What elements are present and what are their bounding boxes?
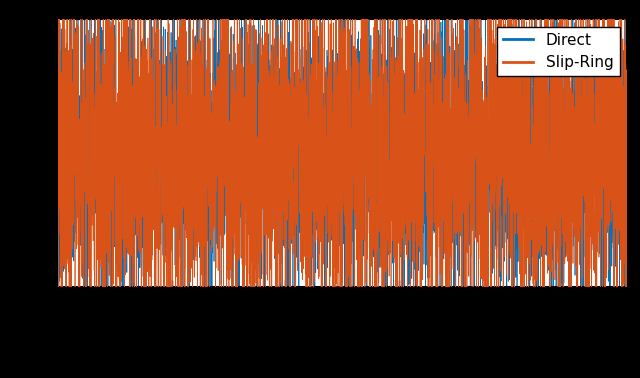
Line: Direct: Direct: [58, 0, 627, 370]
Slip-Ring: [623, 269, 631, 273]
Direct: [271, 1, 279, 6]
Slip-Ring: [522, 206, 530, 211]
Line: Slip-Ring: Slip-Ring: [58, 0, 627, 378]
Slip-Ring: [424, 119, 432, 124]
Direct: [396, 279, 403, 284]
Direct: [84, 368, 92, 373]
Slip-Ring: [396, 190, 403, 195]
Direct: [157, 6, 165, 10]
Slip-Ring: [271, 83, 279, 88]
Direct: [623, 208, 631, 212]
Legend: Direct, Slip-Ring: Direct, Slip-Ring: [497, 26, 620, 76]
Slip-Ring: [157, 125, 165, 129]
Slip-Ring: [479, 179, 486, 183]
Direct: [479, 286, 486, 291]
Direct: [522, 46, 530, 51]
Direct: [424, 80, 432, 84]
Direct: [54, 118, 61, 122]
Slip-Ring: [54, 246, 61, 250]
